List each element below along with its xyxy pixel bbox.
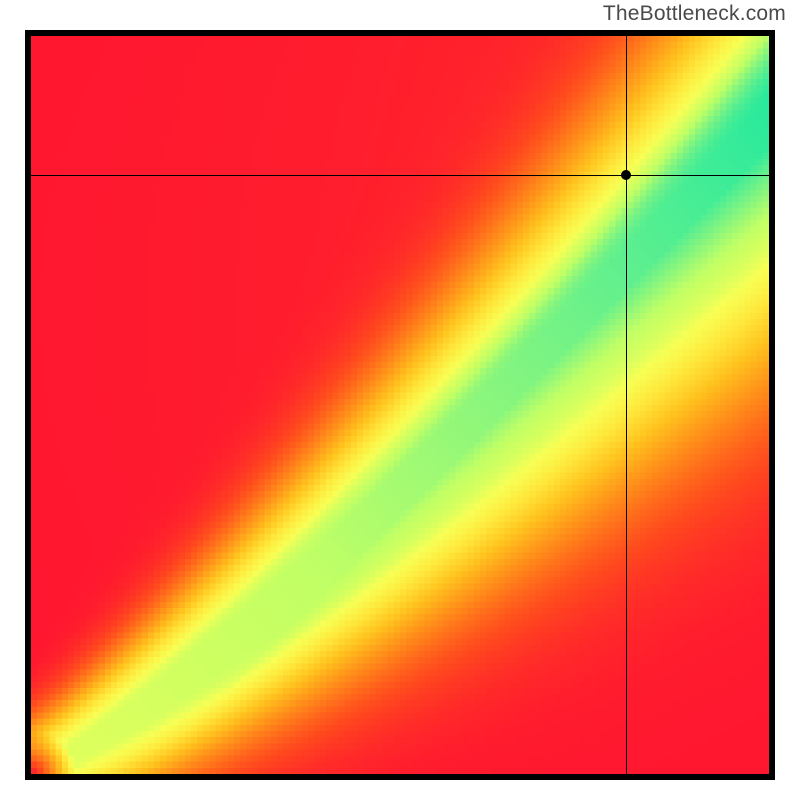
watermark-text: TheBottleneck.com [603,2,786,26]
heatmap-canvas [31,36,769,774]
heatmap-plot [25,30,775,780]
